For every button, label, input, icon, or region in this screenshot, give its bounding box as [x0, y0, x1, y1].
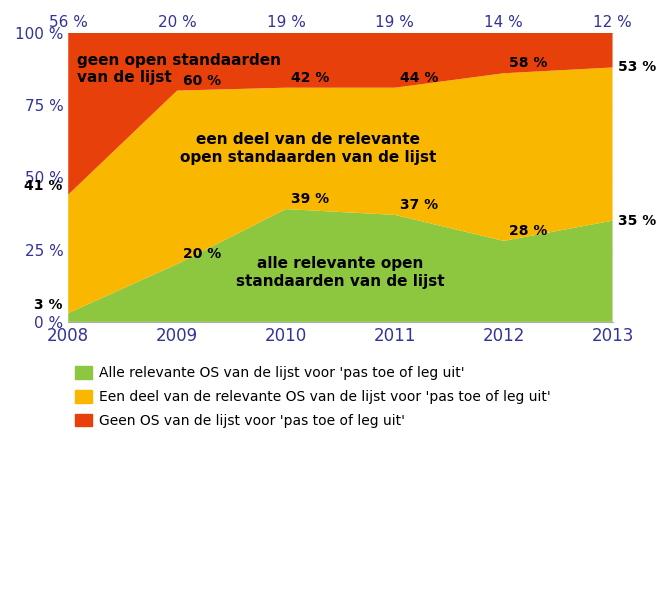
Text: 20 %: 20 % — [183, 247, 221, 261]
Text: 37 %: 37 % — [401, 198, 438, 212]
Text: 28 %: 28 % — [509, 224, 548, 238]
Text: 60 %: 60 % — [183, 74, 221, 88]
Text: 3 %: 3 % — [34, 298, 63, 312]
Text: 44 %: 44 % — [401, 71, 439, 85]
Text: alle relevante open
standaarden van de lijst: alle relevante open standaarden van de l… — [236, 256, 445, 289]
Text: geen open standaarden
van de lijst: geen open standaarden van de lijst — [77, 53, 281, 85]
Text: 35 %: 35 % — [618, 213, 656, 228]
Legend: Alle relevante OS van de lijst voor 'pas toe of leg uit', Een deel van de releva: Alle relevante OS van de lijst voor 'pas… — [75, 367, 550, 428]
Text: 53 %: 53 % — [618, 60, 656, 74]
Text: 42 %: 42 % — [291, 71, 329, 85]
Text: 39 %: 39 % — [291, 193, 329, 206]
Text: 41 %: 41 % — [24, 179, 63, 193]
Text: een deel van de relevante
open standaarden van de lijst: een deel van de relevante open standaard… — [180, 132, 436, 164]
Text: 58 %: 58 % — [509, 57, 548, 70]
